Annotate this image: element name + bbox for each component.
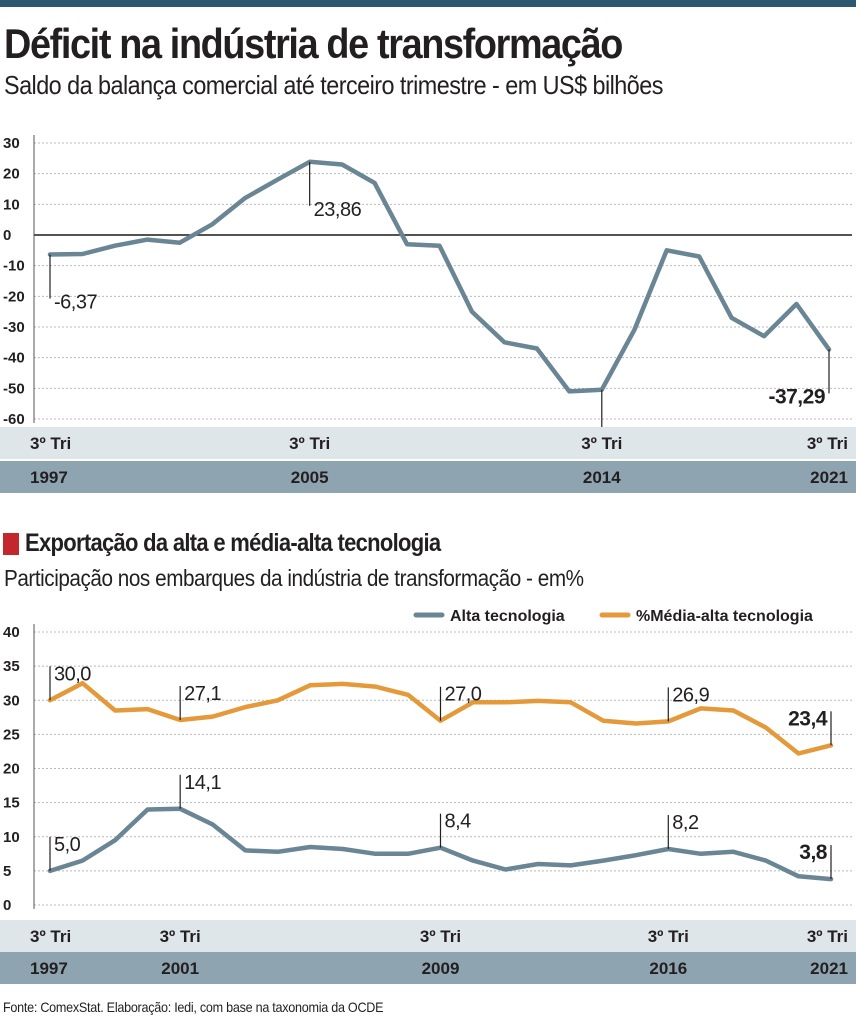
- chart2-y-tick-label: 20: [3, 761, 20, 778]
- chart2-annotation-label: 27,0: [445, 684, 482, 706]
- legend-label-0: Alta tecnologia: [450, 608, 565, 625]
- chart2-y-tick-label: 30: [3, 692, 20, 709]
- chart1-y-tick-label: 30: [3, 135, 20, 152]
- chart2-y-tick-label: 25: [3, 726, 20, 743]
- chart1-annotation-label: -6,37: [54, 292, 97, 314]
- tech-exports-line-chart: 40 35 30 25 20 15 10 5 0 30,0 27,1 27,0 26,9 23,4 5,0 1…: [0, 608, 856, 984]
- chart2-annotation-label: 23,4: [788, 707, 828, 730]
- chart1-y-tick-label: 10: [3, 196, 20, 213]
- chart1-x-year-label: 2021: [810, 468, 848, 487]
- chart-title: Déficit na indústria de transformação: [4, 20, 623, 67]
- chart1-annotation-label: 23,86: [314, 199, 362, 221]
- chart1-x-period-label: 3º Tri: [807, 434, 848, 453]
- chart2-x-period-label: 3º Tri: [420, 927, 461, 946]
- chart2-annotation-label: 30,0: [54, 663, 91, 685]
- chart2-x-year-label: 2009: [422, 959, 460, 978]
- chart1-x-year-label: 2005: [291, 468, 329, 487]
- chart2-y-tick-label: 10: [3, 829, 20, 846]
- top-accent-bar: [0, 0, 856, 7]
- chart2-period-band: [0, 920, 856, 952]
- chart2-y-tick-label: 15: [3, 795, 20, 812]
- chart2-annotation-label: 27,1: [184, 683, 221, 705]
- chart1-period-band: [0, 427, 856, 459]
- chart2-annotation-label: 8,2: [672, 812, 699, 834]
- chart1-y-tick-label: -10: [3, 258, 25, 275]
- chart2-x-year-label: 2021: [810, 959, 848, 978]
- chart2-y-tick-label: 35: [3, 658, 20, 675]
- chart1-x-period-label: 3º Tri: [581, 434, 622, 453]
- chart2-annotation-label: 3,8: [799, 841, 828, 864]
- chart1-x-year-label: 1997: [30, 468, 68, 487]
- chart2-x-year-label: 2001: [161, 959, 199, 978]
- chart1-series-line-0: [47, 159, 832, 394]
- chart2-annotation-label: 8,4: [445, 811, 472, 833]
- chart-subtitle: Saldo da balança comercial até terceiro …: [4, 70, 663, 100]
- chart1-y-tick-label: -60: [3, 411, 25, 428]
- chart2-x-year-label: 2016: [649, 959, 687, 978]
- legend-label-1: %Média-alta tecnologia: [636, 608, 813, 625]
- chart1-year-band: [0, 461, 856, 493]
- section2-subtitle: Participação nos embarques da indústria …: [4, 565, 584, 591]
- chart2-x-year-label: 1997: [30, 959, 68, 978]
- chart1-annotation-label: -37,29: [768, 385, 825, 408]
- section2-title: Exportação da alta e média-alta tecnolog…: [25, 529, 441, 557]
- chart1-y-tick-label: -40: [3, 350, 25, 367]
- chart1-y-tick-label: 20: [3, 166, 20, 183]
- chart1-x-period-label: 3º Tri: [289, 434, 330, 453]
- chart1-y-tick-label: 0: [3, 227, 11, 244]
- chart1-x-year-label: 2014: [583, 468, 621, 487]
- chart1-y-tick-label: -30: [3, 319, 25, 336]
- chart2-annotation-label: 5,0: [54, 834, 81, 856]
- chart2-x-period-label: 3º Tri: [30, 927, 71, 946]
- chart2-year-band: [0, 952, 856, 984]
- chart2-annotation-label: 26,9: [672, 684, 709, 706]
- section-marker: [3, 533, 19, 555]
- balance-line-chart: 3020100-10-20-30-40-50-60-6,3723,86-50,4…: [0, 135, 856, 493]
- chart2-y-tick-label: 0: [3, 897, 11, 914]
- chart1-y-tick-label: -20: [3, 288, 25, 305]
- chart1-y-tick-label: -50: [3, 380, 25, 397]
- chart2-annotation-label: 14,1: [184, 772, 221, 794]
- chart2-x-period-label: 3º Tri: [807, 927, 848, 946]
- chart2-x-period-label: 3º Tri: [648, 927, 689, 946]
- chart2-y-tick-label: 40: [3, 624, 20, 641]
- chart2-y-tick-label: 5: [3, 863, 11, 880]
- source-note: Fonte: ComexStat. Elaboração: Iedi, com …: [3, 999, 384, 1015]
- chart1-x-period-label: 3º Tri: [30, 434, 71, 453]
- chart2-x-period-label: 3º Tri: [160, 927, 201, 946]
- chart2-series-line-0: [47, 806, 834, 882]
